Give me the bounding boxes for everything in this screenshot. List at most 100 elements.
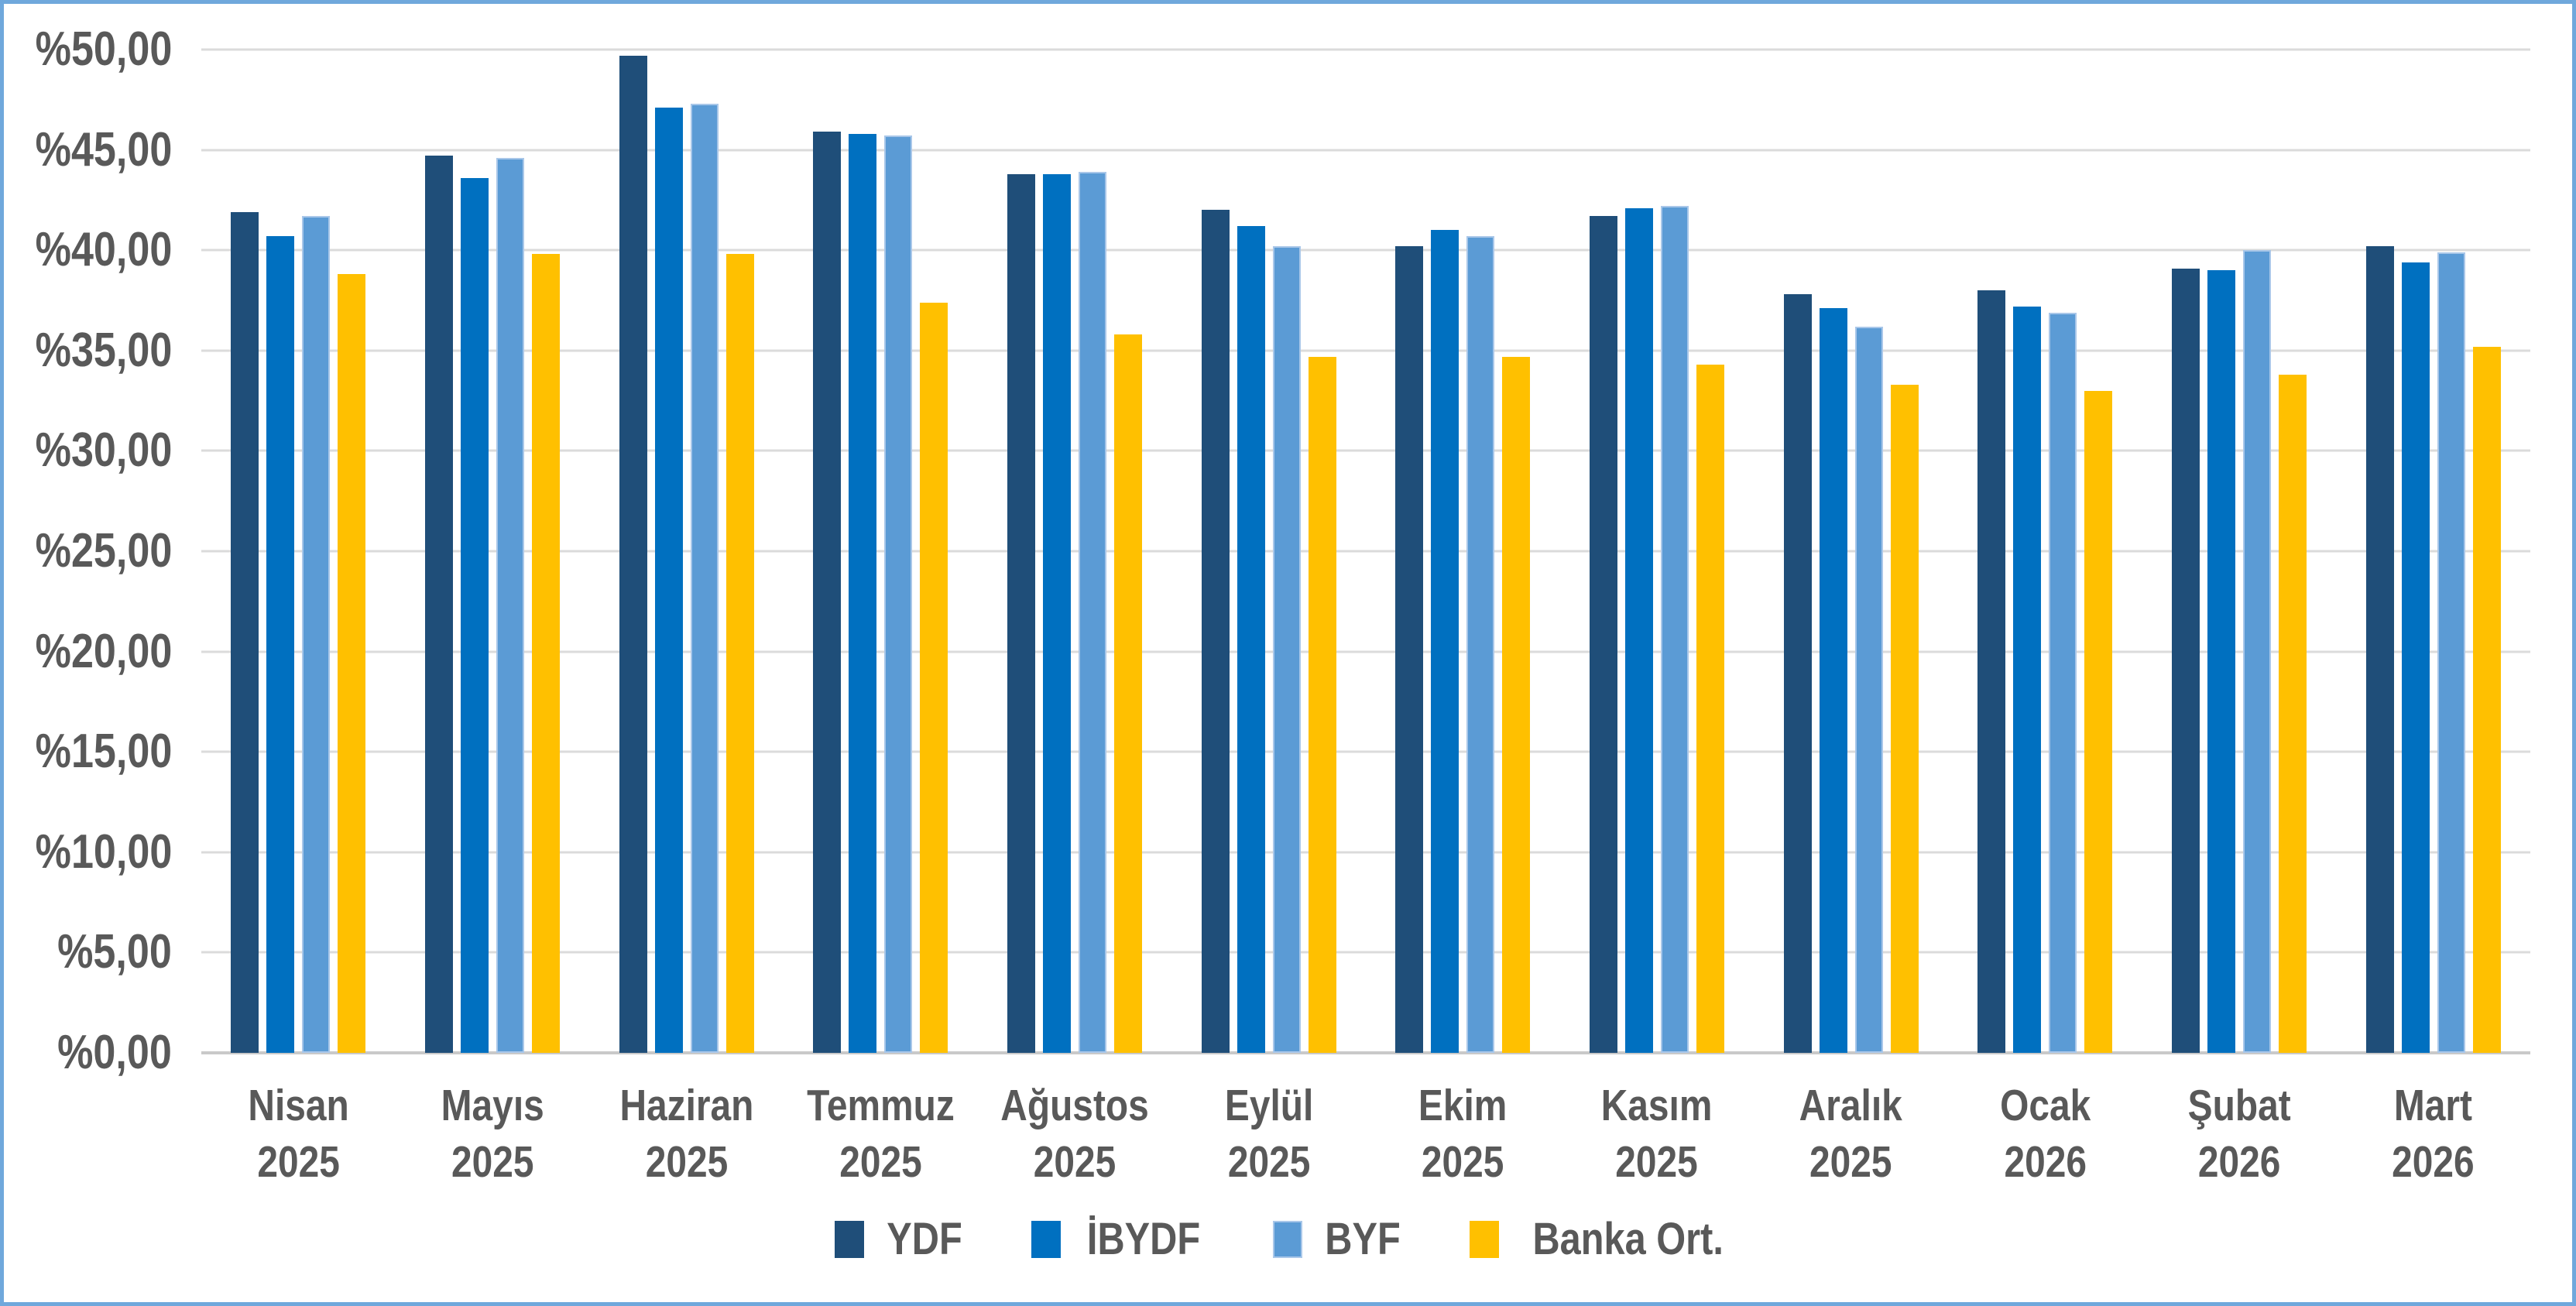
bar-banka-ort-ocak-2026 xyxy=(2084,390,2113,1053)
bar-ydf-kasım-2025 xyxy=(1589,216,1617,1053)
y-axis-tick-label-text: %20,00 xyxy=(35,624,172,678)
bar-group-şubat-2026 xyxy=(2142,50,2337,1053)
gridline xyxy=(201,48,2530,51)
legend-item-ydf: YDF xyxy=(834,1217,969,1262)
y-axis-tick-label-text: %15,00 xyxy=(35,725,172,779)
x-axis-tick-label: Ocak 2026 xyxy=(1948,1078,2142,1191)
x-axis-tick-label: Mayıs 2025 xyxy=(396,1078,590,1191)
bar-group-kasım-2025 xyxy=(1560,50,1754,1053)
bar-ydf-mart-2026 xyxy=(2365,246,2394,1053)
bar-i̇bydf-mayıs-2025 xyxy=(460,177,489,1053)
gridline xyxy=(201,449,2530,452)
legend-swatch-icon xyxy=(1469,1221,1499,1258)
gridline xyxy=(201,851,2530,854)
legend-item-i̇bydf: İBYDF xyxy=(1031,1217,1211,1262)
bar-i̇bydf-mart-2026 xyxy=(2401,262,2430,1053)
x-axis-tick-label: Eylül 2025 xyxy=(1171,1078,1366,1191)
gridline xyxy=(201,349,2530,352)
bar-group-aralık-2025 xyxy=(1754,50,1948,1053)
y-axis-tick-label: %25,00 xyxy=(9,527,172,575)
legend-swatch-icon xyxy=(1031,1221,1061,1258)
legend-label-text: BYF xyxy=(1325,1214,1401,1264)
x-axis-tick-label-text: Mayıs 2025 xyxy=(441,1081,544,1187)
bar-byf-eylül-2025 xyxy=(1272,246,1301,1053)
bar-group-mart-2026 xyxy=(2336,50,2530,1053)
legend-swatch-icon xyxy=(1272,1221,1302,1258)
bar-i̇bydf-haziran-2025 xyxy=(654,108,683,1053)
bar-byf-haziran-2025 xyxy=(690,103,719,1053)
x-axis-tick-label: Kasım 2025 xyxy=(1560,1078,1754,1191)
bar-i̇bydf-aralık-2025 xyxy=(1819,308,1847,1053)
bar-ydf-temmuz-2025 xyxy=(813,132,842,1053)
x-axis-tick-label-text: Ocak 2026 xyxy=(1999,1081,2091,1187)
bar-banka-ort-kasım-2025 xyxy=(1696,364,1724,1053)
bar-i̇bydf-temmuz-2025 xyxy=(849,133,877,1053)
x-axis-tick-label: Şubat 2026 xyxy=(2142,1078,2337,1191)
y-axis-tick-label: %0,00 xyxy=(36,1029,172,1077)
bar-ydf-mayıs-2025 xyxy=(424,156,453,1053)
bars-layer xyxy=(201,50,2530,1053)
bar-byf-mart-2026 xyxy=(2437,252,2465,1053)
bar-ydf-eylül-2025 xyxy=(1201,210,1230,1053)
bar-i̇bydf-ocak-2026 xyxy=(2013,306,2042,1053)
bar-banka-ort-mayıs-2025 xyxy=(531,254,560,1053)
bar-i̇bydf-eylül-2025 xyxy=(1237,226,1265,1053)
y-axis-tick-label: %10,00 xyxy=(9,828,172,876)
legend-label-text: İBYDF xyxy=(1086,1214,1200,1264)
bar-group-haziran-2025 xyxy=(589,50,784,1053)
gridline xyxy=(201,951,2530,954)
x-axis-labels: Nisan 2025 Mayıs 2025 Haziran 2025 Temmuz 2… xyxy=(201,1078,2530,1209)
bar-banka-ort-eylül-2025 xyxy=(1308,356,1336,1053)
x-axis-tick-label-text: Eylül 2025 xyxy=(1224,1081,1313,1187)
y-axis-tick-label-text: %45,00 xyxy=(35,122,172,177)
y-axis-tick-label-text: %40,00 xyxy=(35,223,172,277)
bar-byf-şubat-2026 xyxy=(2242,250,2271,1053)
legend-label-text: Banka Ort. xyxy=(1532,1214,1724,1264)
legend-label: YDF xyxy=(880,1217,969,1262)
bar-banka-ort-ağustos-2025 xyxy=(1113,334,1142,1053)
bar-i̇bydf-ağustos-2025 xyxy=(1042,173,1071,1053)
x-axis-tick-label-text: Nisan 2025 xyxy=(248,1081,349,1187)
gridline xyxy=(201,750,2530,753)
bar-byf-mayıs-2025 xyxy=(496,157,524,1053)
y-axis-tick-label-text: %50,00 xyxy=(35,22,172,76)
bar-ydf-aralık-2025 xyxy=(1783,294,1812,1053)
y-axis-tick-label-text: %5,00 xyxy=(57,925,172,979)
y-axis-tick-label-text: %25,00 xyxy=(35,524,172,578)
legend-label: BYF xyxy=(1318,1217,1408,1262)
bar-byf-kasım-2025 xyxy=(1660,206,1689,1053)
x-axis-tick-label-text: Ağustos 2025 xyxy=(1000,1081,1149,1187)
x-axis-tick-label-text: Aralık 2025 xyxy=(1799,1081,1903,1187)
x-axis-tick-label-text: Temmuz 2025 xyxy=(806,1081,955,1187)
y-axis-tick-label: %15,00 xyxy=(9,728,172,776)
bar-ydf-ekim-2025 xyxy=(1395,246,1424,1053)
bar-ydf-haziran-2025 xyxy=(619,55,647,1053)
y-axis-tick-label-text: %30,00 xyxy=(35,423,172,478)
legend-item-byf: BYF xyxy=(1272,1217,1408,1262)
bar-ydf-nisan-2025 xyxy=(231,211,259,1053)
bar-ydf-şubat-2026 xyxy=(2171,268,2200,1053)
gridline xyxy=(201,650,2530,653)
bar-byf-ekim-2025 xyxy=(1466,236,1495,1053)
y-axis-tick-label: %35,00 xyxy=(9,326,172,375)
legend-label-text: YDF xyxy=(887,1214,962,1264)
x-axis-tick-label: Ağustos 2025 xyxy=(978,1078,1172,1191)
x-axis-tick-label: Mart 2026 xyxy=(2336,1078,2530,1191)
gridline xyxy=(201,550,2530,553)
bar-i̇bydf-nisan-2025 xyxy=(266,236,295,1053)
y-axis-tick-label: %30,00 xyxy=(9,427,172,475)
x-axis-tick-label: Temmuz 2025 xyxy=(784,1078,978,1191)
gridline xyxy=(201,149,2530,152)
x-axis-tick-label: Aralık 2025 xyxy=(1754,1078,1948,1191)
x-axis-tick-label: Haziran 2025 xyxy=(589,1078,784,1191)
y-axis-tick-label: %5,00 xyxy=(36,928,172,976)
bar-i̇bydf-şubat-2026 xyxy=(2207,270,2235,1053)
bar-banka-ort-nisan-2025 xyxy=(338,274,366,1053)
bar-group-eylül-2025 xyxy=(1171,50,1366,1053)
bar-banka-ort-temmuz-2025 xyxy=(920,302,948,1053)
legend-swatch-icon xyxy=(834,1221,864,1258)
y-axis-tick-label: %20,00 xyxy=(9,624,172,678)
bar-group-ağustos-2025 xyxy=(978,50,1172,1053)
legend-item-banka-ort: Banka Ort. xyxy=(1469,1214,1741,1264)
